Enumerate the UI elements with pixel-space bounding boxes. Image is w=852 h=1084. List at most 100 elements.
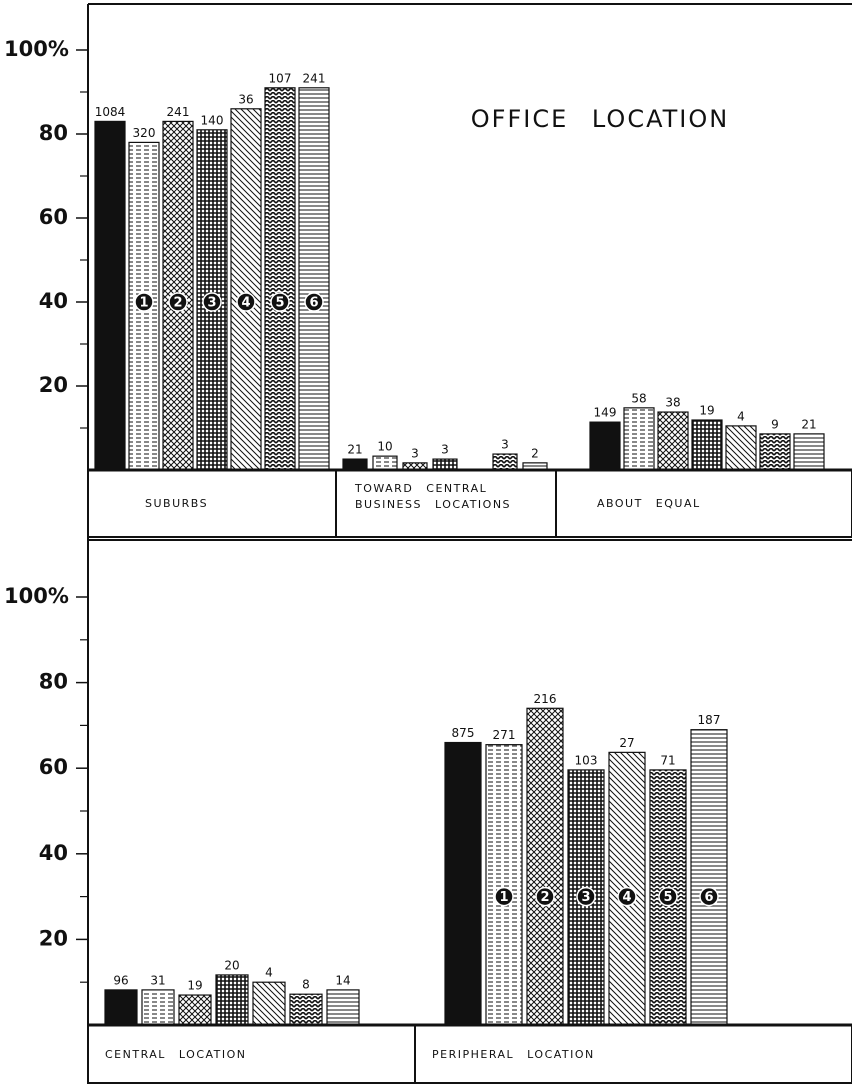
series-marker (699, 886, 719, 907)
series-marker (202, 292, 222, 312)
series-name: 6 (309, 296, 318, 311)
series-name: 5 (275, 296, 284, 311)
y-tick-label: 40 (39, 841, 68, 865)
bar (444, 741, 482, 1026)
series-name: 1 (499, 890, 508, 905)
bar (725, 425, 757, 471)
count-label: 38 (665, 396, 680, 410)
y-tick-label: 20 (39, 926, 68, 950)
bar (492, 453, 518, 471)
count-label: 58 (631, 391, 646, 405)
count-label: 20 (224, 958, 239, 972)
y-tick-label: 100% (4, 584, 69, 608)
bar (432, 458, 458, 471)
count-label: 96 (113, 973, 128, 987)
series-marker (236, 292, 256, 312)
series-marker (168, 292, 188, 312)
count-label: 216 (534, 692, 557, 706)
count-label: 241 (303, 71, 326, 85)
count-label: 271 (493, 728, 516, 742)
y-tick-label: 80 (39, 121, 68, 145)
bar (485, 744, 523, 1026)
bar (623, 407, 655, 471)
count-label: 3 (501, 438, 509, 452)
series-marker (617, 886, 637, 907)
category-label: CENTRAL LOCATION (105, 1048, 247, 1061)
series-name: 2 (540, 890, 549, 905)
bar (342, 458, 368, 471)
bar (289, 993, 323, 1026)
series-name: 3 (581, 890, 590, 905)
count-label: 14 (335, 973, 350, 987)
bar (264, 87, 296, 471)
bar (104, 989, 138, 1026)
series-marker (658, 886, 678, 907)
category-label: SUBURBS (145, 497, 209, 510)
count-label: 103 (575, 753, 598, 767)
count-label: 3 (441, 443, 449, 457)
category-label: TOWARD CENTRAL BUSINESS LOCATIONS (355, 482, 512, 511)
bar (215, 974, 249, 1026)
category-label: PERIPHERAL LOCATION (432, 1048, 595, 1061)
count-label: 107 (269, 71, 292, 85)
y-tick-label: 40 (39, 289, 68, 313)
series-name: 6 (704, 890, 713, 905)
series-marker (304, 292, 324, 312)
series-name: 4 (622, 890, 631, 905)
count-label: 875 (452, 726, 475, 740)
count-label: 10 (377, 440, 392, 454)
bar (178, 994, 212, 1026)
category-label: ABOUT EQUAL (597, 497, 701, 510)
count-label: 19 (699, 404, 714, 418)
count-label: 320 (133, 126, 156, 140)
series-name: 4 (241, 296, 250, 311)
count-label: 140 (201, 113, 224, 127)
count-label: 1084 (95, 105, 126, 119)
series-marker (270, 292, 290, 312)
y-tick-label: 80 (39, 670, 68, 694)
count-label: 4 (265, 966, 273, 980)
series-marker (494, 886, 514, 907)
bar (691, 419, 723, 471)
count-label: 31 (150, 973, 165, 987)
series-name: 1 (139, 296, 148, 311)
y-tick-label: 20 (39, 373, 68, 397)
count-label: 9 (771, 417, 779, 431)
bar (298, 87, 330, 471)
count-label: 71 (660, 753, 675, 767)
bar (326, 989, 360, 1026)
count-label: 149 (594, 406, 617, 420)
series-marker (134, 292, 154, 312)
count-label: 2 (531, 446, 539, 460)
bar (94, 120, 126, 471)
bar (589, 421, 621, 471)
count-label: 19 (187, 979, 202, 993)
bar (230, 108, 262, 471)
y-tick-label: 60 (39, 755, 68, 779)
count-label: 187 (698, 713, 721, 727)
bar (526, 707, 564, 1026)
series-name: 5 (663, 890, 672, 905)
count-label: 3 (411, 446, 419, 460)
y-tick-label: 60 (39, 205, 68, 229)
bar (252, 981, 286, 1026)
bar (141, 989, 175, 1026)
chart-title: OFFICE LOCATION (471, 105, 729, 133)
bar (657, 411, 689, 471)
series-marker (535, 886, 555, 907)
count-label: 8 (302, 978, 310, 992)
count-label: 27 (619, 736, 634, 750)
count-label: 241 (167, 105, 190, 119)
count-label: 4 (737, 409, 745, 423)
bar (690, 729, 728, 1026)
bar (759, 433, 791, 471)
bar (372, 455, 398, 471)
count-label: 21 (347, 443, 362, 457)
count-label: 21 (801, 417, 816, 431)
series-name: 2 (173, 296, 182, 311)
bar (793, 433, 825, 471)
y-tick-label: 100% (4, 37, 69, 61)
series-marker (576, 886, 596, 907)
